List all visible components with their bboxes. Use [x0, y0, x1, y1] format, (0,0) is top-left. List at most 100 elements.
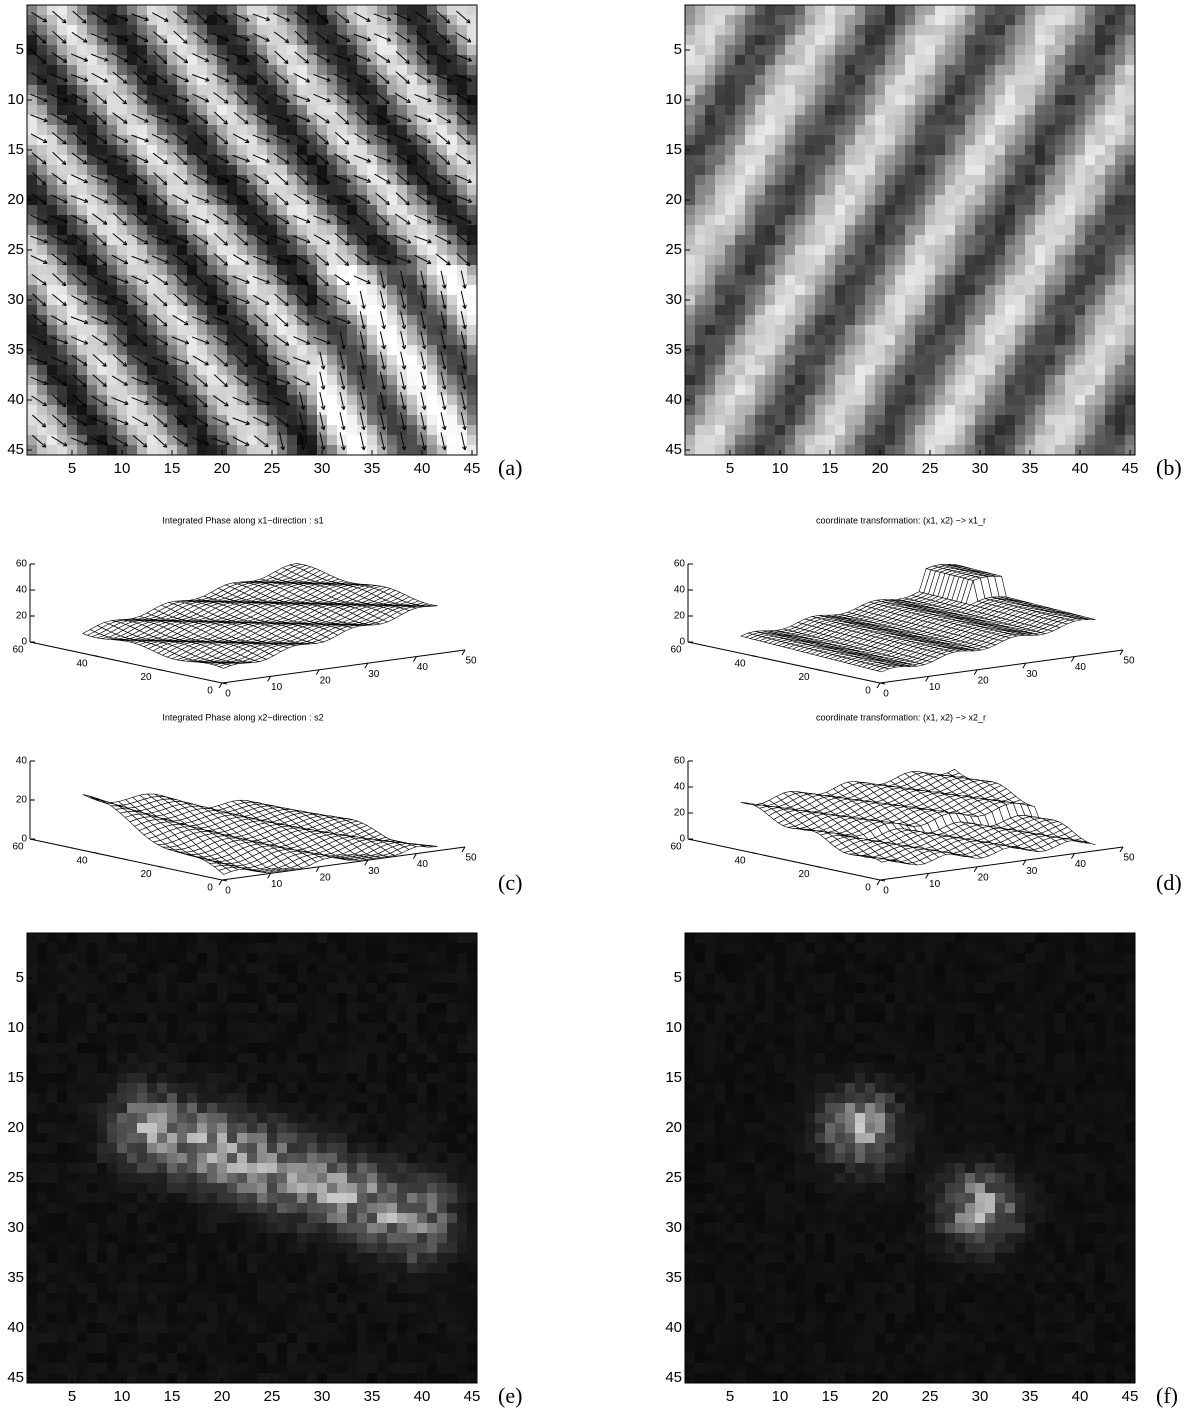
heatmap-cell [1005, 175, 1015, 185]
heatmap-cell [1035, 195, 1045, 205]
heatmap-cell [117, 45, 127, 55]
heatmap-cell [765, 305, 775, 315]
heatmap-cell [327, 415, 337, 425]
heatmap-cell [187, 435, 197, 445]
heatmap-cell [157, 225, 167, 235]
heatmap-cell [127, 55, 137, 65]
heatmap-cell [147, 425, 157, 435]
heatmap-cell [1105, 135, 1115, 145]
heatmap-cell [1115, 255, 1125, 265]
heatmap-cell [417, 125, 427, 135]
heatmap-cell [1085, 315, 1095, 325]
heatmap-cell [905, 155, 915, 165]
heatmap-cell [945, 215, 955, 225]
heatmap-cell [945, 35, 955, 45]
heatmap-cell [955, 75, 965, 85]
heatmap-cell [427, 5, 437, 15]
heatmap-cell [725, 15, 735, 25]
heatmap-cell [257, 205, 267, 215]
heatmap-cell [117, 85, 127, 95]
heatmap-cell [1005, 255, 1015, 265]
heatmap-cell [915, 235, 925, 245]
heatmap-cell [705, 85, 715, 95]
heatmap-cell [735, 315, 745, 325]
heatmap-cell [925, 95, 935, 105]
heatmap-cell [287, 415, 297, 425]
heatmap-cell [127, 225, 137, 235]
heatmap-cell [875, 325, 885, 335]
heatmap-cell [57, 265, 67, 275]
heatmap-cell [745, 115, 755, 125]
heatmap-cell [1035, 175, 1045, 185]
heatmap-cell [1025, 155, 1035, 165]
heatmap-cell [825, 305, 835, 315]
heatmap-cell [77, 45, 87, 55]
heatmap-cell [357, 55, 367, 65]
heatmap-cell [925, 185, 935, 195]
x-tick-label: 10 [114, 460, 131, 477]
heatmap-cell [257, 245, 267, 255]
heatmap-cell [935, 155, 945, 165]
heatmap-cell [247, 5, 257, 15]
heatmap-cell [715, 235, 725, 245]
heatmap-cell [187, 415, 197, 425]
heatmap-cell [695, 85, 705, 95]
heatmap-cell [855, 65, 865, 75]
quiver-head [205, 343, 209, 344]
heatmap-cell [137, 245, 147, 255]
heatmap-cell [387, 325, 397, 335]
heatmap-cell [207, 205, 217, 215]
heatmap-cell [1005, 15, 1015, 25]
heatmap-cell [935, 85, 945, 95]
heatmap-cell [775, 225, 785, 235]
heatmap-cell [1065, 325, 1075, 335]
heatmap-cell [187, 35, 197, 45]
heatmap-cell [925, 135, 935, 145]
heatmap-cell [795, 135, 805, 145]
heatmap-cell [915, 255, 925, 265]
heatmap-cell [1015, 15, 1025, 25]
heatmap-cell [1045, 165, 1055, 175]
heatmap-cell [167, 135, 177, 145]
heatmap-cell [1055, 275, 1065, 285]
heatmap-cell [1015, 155, 1025, 165]
heatmap-cell [735, 155, 745, 165]
heatmap-cell [187, 135, 197, 145]
heatmap-cell [147, 245, 157, 255]
heatmap-cell [67, 385, 77, 395]
heatmap-cell [815, 245, 825, 255]
heatmap-cell [97, 305, 107, 315]
heatmap-cell [1065, 155, 1075, 165]
heatmap-cell [77, 105, 87, 115]
heatmap-cell [835, 305, 845, 315]
heatmap-cell [77, 305, 87, 315]
heatmap-cell [277, 385, 287, 395]
heatmap-cell [765, 55, 775, 65]
heatmap-cell [1055, 175, 1065, 185]
heatmap-cell [805, 85, 815, 95]
heatmap-cell [1085, 105, 1095, 115]
heatmap-cell [1065, 225, 1075, 235]
heatmap-cell [965, 85, 975, 95]
heatmap-cell [1025, 315, 1035, 325]
heatmap-cell [207, 395, 217, 405]
heatmap-cell [925, 245, 935, 255]
heatmap-cell [237, 405, 247, 415]
heatmap-cell [735, 195, 745, 205]
heatmap-cell [1115, 235, 1125, 245]
heatmap-cell [685, 255, 695, 265]
heatmap-cell [27, 85, 37, 95]
heatmap-cell [1125, 75, 1135, 85]
heatmap-cell [1105, 55, 1115, 65]
heatmap-cell [187, 305, 197, 315]
heatmap-cell [97, 345, 107, 355]
heatmap-cell [257, 405, 267, 415]
heatmap-cell [785, 225, 795, 235]
heatmap-cell [407, 45, 417, 55]
heatmap-cell [307, 15, 317, 25]
heatmap-cell [1095, 275, 1105, 285]
heatmap-cell [227, 295, 237, 305]
heatmap-cell [875, 285, 885, 295]
heatmap-cell [755, 265, 765, 275]
heatmap-cell [745, 35, 755, 45]
